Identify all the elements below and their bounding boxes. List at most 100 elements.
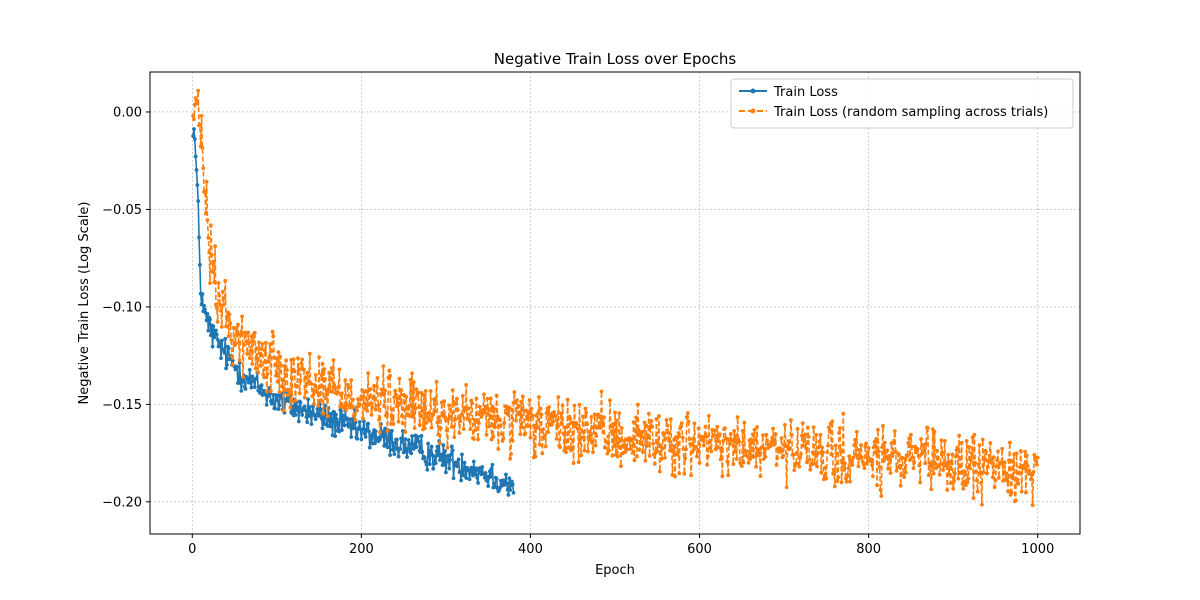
data-point (212, 335, 217, 340)
data-point (394, 404, 399, 409)
data-point (948, 481, 953, 486)
data-point (1025, 464, 1030, 468)
data-point (474, 396, 479, 401)
data-point (411, 414, 415, 419)
data-point (967, 445, 972, 449)
data-point (662, 456, 667, 460)
data-point (235, 365, 239, 370)
data-point (862, 466, 867, 470)
data-point (563, 425, 568, 430)
data-point (470, 401, 475, 406)
data-point (903, 470, 908, 475)
data-point (414, 445, 419, 450)
data-point (201, 166, 206, 171)
data-point (377, 417, 382, 422)
data-point (313, 373, 318, 377)
data-point (975, 489, 980, 494)
data-point (962, 469, 967, 474)
data-point (590, 440, 595, 445)
data-point (450, 448, 455, 453)
data-point (887, 457, 892, 462)
data-point (306, 397, 310, 402)
data-point (407, 442, 412, 446)
data-point (428, 448, 433, 453)
data-point (741, 460, 746, 465)
data-point (564, 450, 568, 455)
data-point (1013, 498, 1018, 503)
data-point (541, 427, 546, 431)
data-point (293, 412, 298, 417)
data-point (362, 431, 367, 436)
data-point (195, 183, 200, 187)
data-point (778, 450, 783, 454)
data-point (533, 454, 538, 459)
data-point (501, 478, 506, 483)
data-point (265, 371, 270, 376)
x-tick-label: 800 (856, 542, 881, 557)
data-point (720, 474, 725, 479)
data-point (433, 409, 437, 414)
data-point (651, 441, 655, 446)
data-point (191, 113, 196, 118)
data-point (318, 407, 323, 412)
data-point (449, 424, 454, 429)
data-point (984, 450, 989, 455)
data-point (799, 452, 803, 456)
data-point (908, 458, 912, 462)
data-point (877, 465, 882, 470)
data-point (606, 434, 611, 439)
data-point (918, 480, 923, 485)
data-point (643, 458, 648, 463)
data-point (378, 430, 382, 435)
data-point (800, 421, 805, 426)
data-point (380, 392, 385, 397)
data-point (544, 411, 549, 415)
data-point (712, 433, 716, 438)
data-point (518, 432, 523, 437)
data-point (731, 462, 736, 466)
data-point (669, 443, 674, 448)
data-point (498, 418, 502, 422)
data-point (752, 427, 757, 432)
data-point (897, 452, 901, 457)
data-point (852, 443, 857, 448)
data-point (560, 403, 565, 408)
data-point (216, 281, 221, 285)
data-point (283, 388, 288, 393)
data-point (865, 461, 869, 466)
data-point (777, 446, 782, 451)
data-point (728, 432, 733, 436)
data-point (303, 375, 308, 380)
data-point (707, 446, 712, 451)
series-line (192, 128, 515, 496)
data-point (370, 405, 375, 410)
data-point (571, 461, 576, 465)
data-point (223, 278, 228, 283)
data-point (460, 452, 464, 457)
data-point (857, 448, 862, 452)
data-point (490, 462, 495, 467)
data-point (350, 417, 354, 422)
data-point (719, 445, 724, 450)
data-point (1016, 482, 1021, 486)
data-point (637, 448, 642, 452)
data-point (458, 419, 463, 424)
data-point (311, 388, 316, 392)
data-point (312, 402, 316, 406)
data-point (517, 412, 522, 417)
data-point (614, 418, 619, 423)
data-point (946, 452, 951, 457)
legend-label-train-loss: Train Loss (773, 85, 838, 100)
data-point (903, 456, 907, 461)
data-point (716, 445, 721, 450)
data-point (816, 450, 820, 455)
data-point (439, 452, 444, 457)
data-point (953, 454, 958, 459)
data-point (355, 408, 360, 413)
data-point (247, 340, 251, 345)
data-point (218, 302, 223, 307)
data-point (989, 460, 994, 465)
data-point (376, 403, 381, 408)
data-point (470, 468, 475, 473)
data-point (403, 437, 408, 442)
